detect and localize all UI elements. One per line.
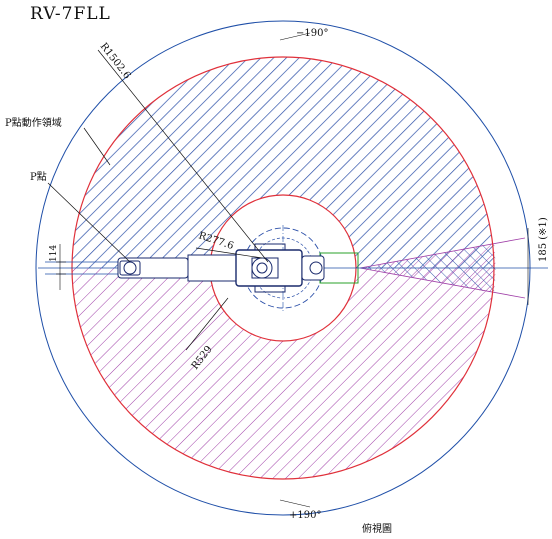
p-point-label: P點 xyxy=(30,170,47,183)
page-title: RV-7FLL xyxy=(30,4,111,24)
lower-hatched-region xyxy=(72,268,494,479)
angle-top-label: −190° xyxy=(296,28,328,39)
angle-bottom-label: +190° xyxy=(289,510,321,521)
dim-right-label: 185 (※1) xyxy=(538,217,549,262)
view-name-label: 俯視圖 xyxy=(362,522,392,535)
upper-hatched-region xyxy=(72,57,494,268)
p-area-label: P點動作領域 xyxy=(5,116,62,129)
dim-left-label: 114 xyxy=(49,245,59,262)
radius-outer-label: R1502.6 xyxy=(98,41,133,81)
robot-arm xyxy=(117,243,325,293)
